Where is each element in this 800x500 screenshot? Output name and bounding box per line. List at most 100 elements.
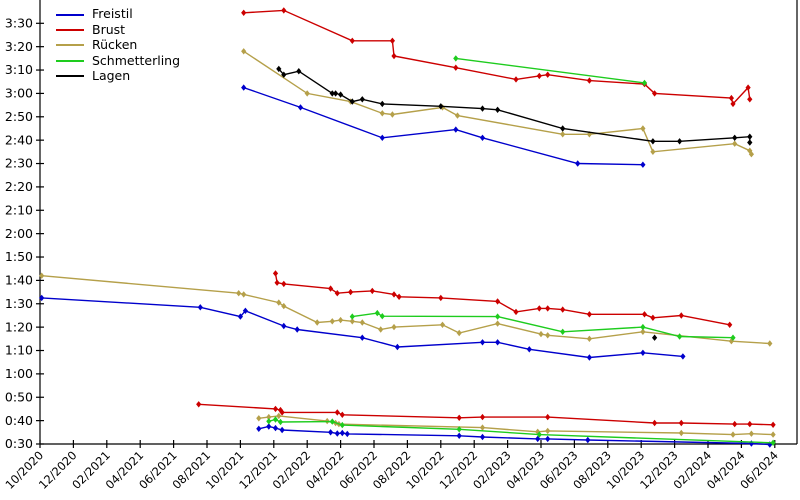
data-point-ruecken bbox=[349, 318, 355, 325]
data-point-brust bbox=[586, 77, 592, 84]
data-point-schmetterling bbox=[339, 421, 345, 429]
data-point-lagen bbox=[650, 138, 656, 145]
data-point-schmetterling bbox=[374, 309, 380, 317]
data-point-schmetterling bbox=[379, 313, 385, 320]
series-schmetterling bbox=[266, 55, 776, 446]
data-point-brust bbox=[453, 64, 459, 71]
data-point-freistil bbox=[197, 304, 203, 311]
data-point-freistil bbox=[379, 134, 385, 141]
data-point-lagen bbox=[732, 134, 738, 141]
data-point-schmetterling bbox=[536, 431, 542, 438]
data-point-schmetterling bbox=[453, 55, 459, 62]
y-tick-label: 0:40 bbox=[5, 413, 33, 428]
data-point-lagen bbox=[438, 103, 444, 110]
data-point-schmetterling bbox=[770, 439, 776, 446]
data-point-brust bbox=[272, 270, 279, 277]
data-point-brust bbox=[281, 280, 287, 288]
data-point-brust bbox=[641, 311, 648, 318]
data-point-ruecken bbox=[391, 323, 397, 331]
data-point-ruecken bbox=[378, 326, 384, 333]
y-tick-label: 1:30 bbox=[5, 296, 33, 311]
data-point-brust bbox=[650, 314, 656, 321]
data-point-ruecken bbox=[314, 319, 320, 326]
data-point-freistil bbox=[394, 343, 400, 351]
legend-line-swatch bbox=[56, 59, 84, 62]
data-point-freistil bbox=[281, 322, 287, 330]
data-point-brust bbox=[369, 287, 375, 295]
data-point-freistil bbox=[526, 346, 532, 353]
data-point-brust bbox=[536, 305, 542, 312]
data-point-brust bbox=[391, 52, 397, 60]
y-tick-label: 0:50 bbox=[5, 389, 33, 404]
data-point-brust bbox=[678, 312, 684, 319]
data-point-freistil bbox=[256, 425, 262, 432]
data-point-lagen bbox=[349, 98, 355, 105]
data-point-ruecken bbox=[538, 330, 544, 338]
legend-label: Lagen bbox=[92, 68, 131, 83]
data-point-brust bbox=[652, 90, 658, 97]
data-point-lagen bbox=[379, 100, 385, 108]
data-point-brust bbox=[479, 413, 486, 421]
data-point-ruecken bbox=[748, 430, 754, 437]
data-point-lagen bbox=[560, 125, 566, 132]
data-point-lagen bbox=[747, 133, 753, 140]
legend: Freistil Brust Rücken Schmetterling Lagen bbox=[56, 7, 180, 84]
data-point-freistil bbox=[237, 313, 243, 320]
y-tick-label: 1:10 bbox=[5, 343, 33, 358]
data-point-freistil bbox=[495, 339, 501, 346]
y-tick-label: 2:30 bbox=[5, 156, 33, 171]
y-tick-label: 3:00 bbox=[5, 86, 33, 101]
data-point-freistil bbox=[339, 429, 345, 437]
data-point-freistil bbox=[640, 349, 646, 356]
data-point-freistil bbox=[241, 84, 247, 91]
data-point-brust bbox=[279, 409, 285, 416]
data-point-lagen bbox=[479, 105, 486, 112]
data-point-brust bbox=[747, 420, 753, 428]
data-point-ruecken bbox=[276, 412, 282, 420]
data-point-ruecken bbox=[767, 340, 773, 347]
legend-item-freistil: Freistil bbox=[56, 7, 180, 22]
data-point-brust bbox=[495, 298, 501, 305]
y-tick-label: 1:40 bbox=[5, 273, 33, 288]
data-point-freistil bbox=[359, 334, 365, 341]
data-point-schmetterling bbox=[272, 416, 279, 423]
data-point-freistil bbox=[242, 307, 248, 314]
data-point-brust bbox=[728, 94, 734, 102]
data-point-ruecken bbox=[359, 319, 365, 326]
data-point-ruecken bbox=[338, 316, 344, 324]
data-point-ruecken bbox=[495, 320, 501, 327]
data-point-lagen bbox=[359, 96, 365, 103]
legend-label: Freistil bbox=[92, 6, 133, 22]
data-point-freistil bbox=[640, 161, 646, 168]
data-point-schmetterling bbox=[349, 313, 355, 320]
data-point-brust bbox=[513, 308, 519, 316]
series-lagen bbox=[276, 65, 753, 341]
data-point-brust bbox=[456, 414, 462, 421]
data-point-ruecken bbox=[640, 328, 646, 335]
data-point-ruecken bbox=[236, 290, 242, 297]
data-point-schmetterling bbox=[277, 418, 284, 426]
data-point-brust bbox=[349, 37, 355, 44]
y-tick-label: 2:10 bbox=[5, 202, 33, 217]
data-point-brust bbox=[678, 419, 684, 427]
data-point-freistil bbox=[586, 354, 592, 361]
legend-line-swatch bbox=[56, 44, 84, 47]
data-point-brust bbox=[545, 413, 551, 421]
data-point-ruecken bbox=[650, 148, 656, 155]
legend-item-brust: Brust bbox=[56, 22, 180, 37]
data-point-ruecken bbox=[678, 429, 684, 437]
series-freistil bbox=[39, 84, 773, 448]
data-point-freistil bbox=[680, 353, 686, 360]
data-point-brust bbox=[545, 71, 551, 78]
data-point-brust bbox=[281, 7, 287, 14]
data-point-freistil bbox=[39, 294, 45, 302]
data-point-brust bbox=[745, 84, 751, 91]
data-point-brust bbox=[586, 311, 592, 318]
data-point-freistil bbox=[453, 126, 459, 133]
data-point-brust bbox=[652, 419, 658, 427]
y-tick-label: 3:10 bbox=[5, 62, 33, 77]
data-point-freistil bbox=[334, 430, 340, 437]
data-point-freistil bbox=[585, 436, 591, 444]
